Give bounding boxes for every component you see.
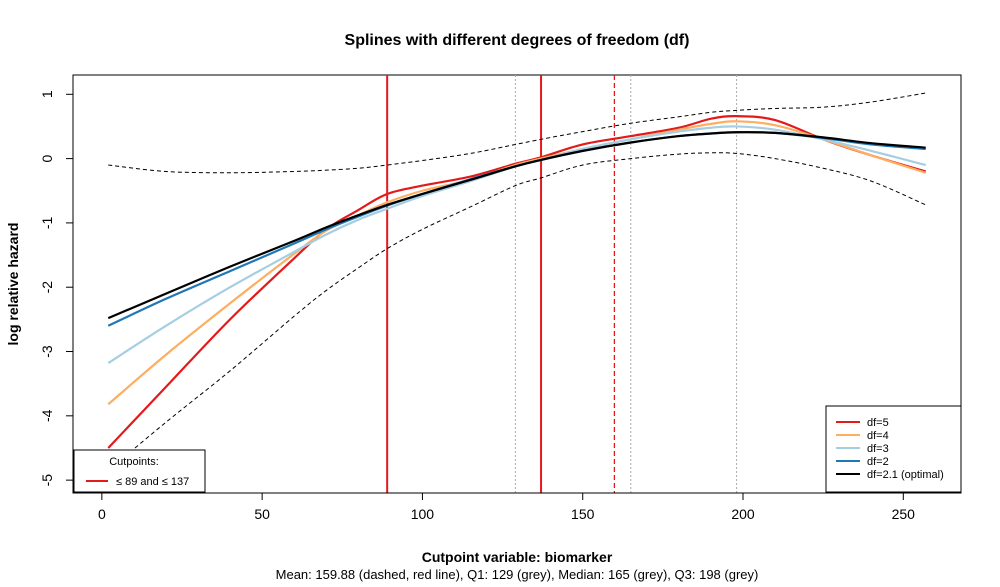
series-line-0 [107,115,927,449]
y-tick-label-4: -3 [39,345,55,358]
cutpoints-legend-title: Cutpoints: [109,456,159,468]
y-axis-title: log relative hazard [5,223,21,346]
x-axis-subtitle: Mean: 159.88 (dashed, red line), Q1: 129… [276,567,759,582]
y-tick-label-3: -2 [39,281,55,294]
ci-band-1 [107,152,926,471]
x-tick-label-3: 150 [571,506,595,522]
y-tick-label-6: -5 [39,474,55,487]
series-line-3 [107,131,926,327]
cutpoints-legend: Cutpoints: ≤ 89 and ≤ 137 [73,449,206,493]
x-axis-title: Cutpoint variable: biomarker [422,549,613,565]
legend-label-1: df=4 [867,430,889,442]
y-axis: 1 0 -1 -2 -3 -4 -5 [39,90,74,487]
x-axis: 0 50 100 150 200 250 [98,492,916,522]
df-legend: df=5df=4df=3df=2df=2.1 (optimal) [825,405,962,493]
y-tick-label-5: -4 [39,409,55,422]
reference-lines [386,75,738,493]
y-tick-label-1: 0 [39,154,55,162]
legend-label-2: df=3 [867,443,889,455]
chart-title: Splines with different degrees of freedo… [345,32,690,49]
x-tick-label-2: 100 [411,506,435,522]
x-tick-label-0: 0 [98,506,106,522]
ci-band-0 [108,92,926,174]
x-tick-label-4: 200 [731,506,755,522]
x-tick-label-5: 250 [892,506,916,522]
y-tick-label-0: 1 [39,90,55,98]
legend-label-4: df=2.1 (optimal) [867,469,944,481]
legend-label-0: df=5 [867,417,889,429]
series-line-1 [107,120,927,406]
series-line-4 [107,131,926,320]
y-tick-label-2: -1 [39,216,55,229]
cutpoints-legend-label: ≤ 89 and ≤ 137 [116,476,189,488]
confidence-bands [107,92,926,471]
spline-series [107,115,927,449]
legend-label-3: df=2 [867,456,889,468]
series-line-2 [107,125,927,365]
x-tick-label-1: 50 [254,506,270,522]
